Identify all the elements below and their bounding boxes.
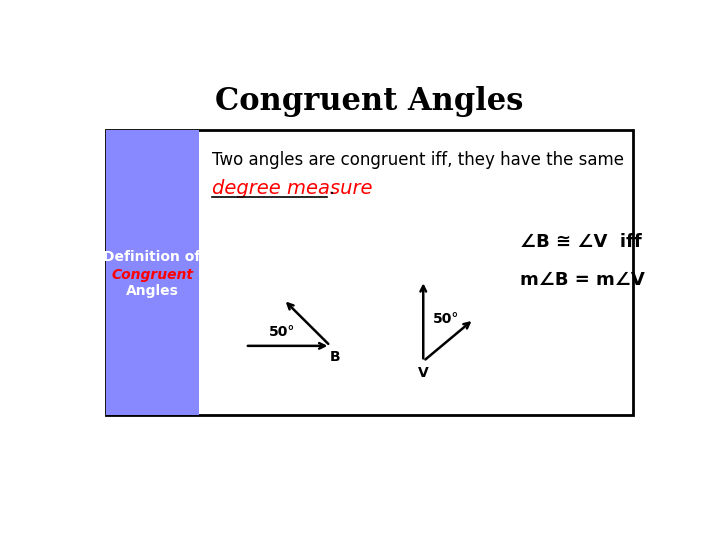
- Bar: [106, 130, 632, 415]
- Text: .: .: [329, 179, 335, 198]
- Text: ∠B ≅ ∠V  iff: ∠B ≅ ∠V iff: [520, 233, 642, 251]
- Text: Two angles are congruent iff, they have the same: Two angles are congruent iff, they have …: [212, 151, 624, 168]
- Text: Congruent: Congruent: [111, 268, 193, 282]
- Bar: [106, 130, 199, 415]
- Text: Definition of: Definition of: [103, 251, 201, 264]
- Text: Congruent Angles: Congruent Angles: [215, 86, 523, 117]
- Text: 50°: 50°: [433, 312, 459, 326]
- Text: degree measure: degree measure: [212, 179, 373, 198]
- Text: B: B: [330, 350, 341, 365]
- Text: Angles: Angles: [125, 284, 179, 298]
- Text: 50°: 50°: [269, 325, 295, 339]
- Text: m∠B = m∠V: m∠B = m∠V: [520, 272, 645, 289]
- Text: V: V: [418, 366, 428, 380]
